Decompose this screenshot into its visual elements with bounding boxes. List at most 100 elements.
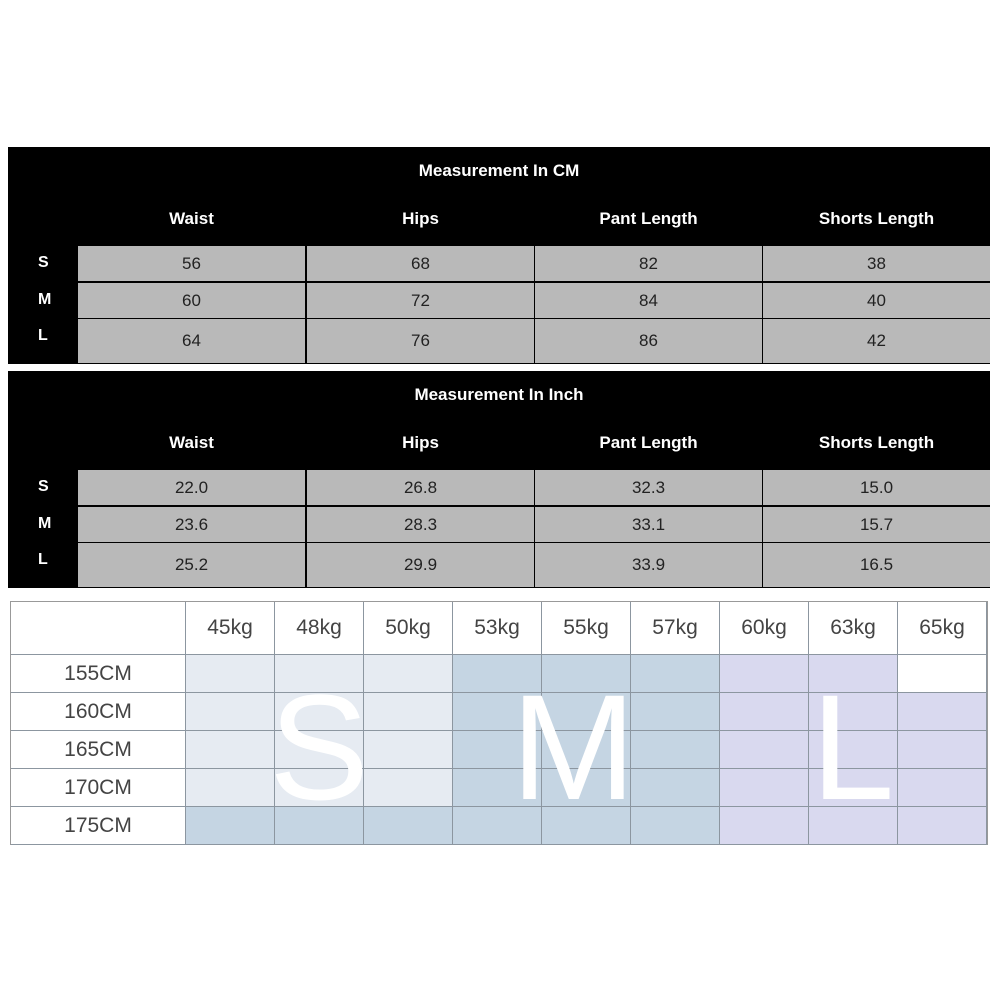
size-cell	[720, 731, 809, 769]
size-cell	[720, 769, 809, 807]
size-cell	[275, 807, 364, 845]
size-cell	[542, 807, 631, 845]
cm-measurement-table: Measurement In CM Waist Hips Pant Length Sho…	[8, 147, 990, 364]
table-title: Measurement In CM	[418, 161, 580, 180]
size-cell	[542, 731, 631, 769]
table-title: Measurement In Inch	[414, 385, 584, 404]
table-cell: 29.9	[307, 543, 534, 587]
column-header: Hips	[402, 209, 439, 228]
size-label: M	[38, 515, 52, 532]
weight-header: 57kg	[631, 602, 720, 655]
table-cell: 76	[307, 319, 534, 363]
size-cell	[186, 731, 275, 769]
size-cell	[898, 693, 987, 731]
table-cell: 86	[535, 319, 762, 363]
size-cell	[186, 769, 275, 807]
table-cell: 26.8	[307, 470, 534, 505]
size-cell	[186, 693, 275, 731]
inch-measurement-table: Measurement In Inch Waist Hips Pant Length S…	[8, 371, 990, 588]
height-label: 170CM	[11, 769, 186, 807]
table-cell: 84	[535, 283, 762, 318]
column-header: Hips	[402, 433, 439, 452]
weight-header: 45kg	[186, 602, 275, 655]
size-cell	[631, 655, 720, 693]
table-cell: 38	[763, 246, 990, 281]
size-cell	[542, 769, 631, 807]
table-cell: 56	[78, 246, 305, 281]
size-cell	[275, 731, 364, 769]
size-cell	[809, 693, 898, 731]
table-cell: 22.0	[78, 470, 305, 505]
height-label: 160CM	[11, 693, 186, 731]
size-cell	[720, 693, 809, 731]
size-cell	[364, 807, 453, 845]
size-cell	[809, 769, 898, 807]
table-cell: 72	[307, 283, 534, 318]
size-cell	[809, 655, 898, 693]
size-cell	[631, 769, 720, 807]
size-label: M	[38, 291, 52, 308]
table-cell: 64	[78, 319, 305, 363]
size-cell	[453, 769, 542, 807]
size-cell	[186, 655, 275, 693]
size-label: S	[38, 254, 49, 271]
size-cell	[631, 693, 720, 731]
size-cell	[453, 655, 542, 693]
height-label: 165CM	[11, 731, 186, 769]
size-cell	[364, 655, 453, 693]
table-cell: 33.1	[535, 507, 762, 542]
size-cell	[720, 807, 809, 845]
weight-header: 48kg	[275, 602, 364, 655]
table-cell: 25.2	[78, 543, 305, 587]
size-cell	[364, 693, 453, 731]
table-cell: 15.7	[763, 507, 990, 542]
height-label: 155CM	[11, 655, 186, 693]
size-label: S	[38, 478, 49, 495]
table-cell: 23.6	[78, 507, 305, 542]
size-cell	[453, 731, 542, 769]
size-cell	[720, 655, 809, 693]
size-cell	[631, 807, 720, 845]
size-cell	[898, 731, 987, 769]
table-cell: 16.5	[763, 543, 990, 587]
size-cell	[453, 807, 542, 845]
size-cell	[542, 655, 631, 693]
weight-header: 63kg	[809, 602, 898, 655]
weight-header: 60kg	[720, 602, 809, 655]
table-cell: 40	[763, 283, 990, 318]
size-cell	[898, 655, 987, 693]
size-cell	[809, 731, 898, 769]
column-header: Shorts Length	[818, 209, 935, 228]
table-cell: 68	[307, 246, 534, 281]
table-cell: 82	[535, 246, 762, 281]
table-cell: 42	[763, 319, 990, 363]
height-label: 175CM	[11, 807, 186, 845]
weight-header: 50kg	[364, 602, 453, 655]
height-weight-size-grid: 45kg 48kg 50kg 53kg 55kg 57kg 60kg 63kg 65kg 155C…	[10, 601, 988, 845]
size-cell	[364, 769, 453, 807]
size-cell	[542, 693, 631, 731]
table-cell: 28.3	[307, 507, 534, 542]
size-cell	[631, 731, 720, 769]
table-cell: 60	[78, 283, 305, 318]
size-cell	[275, 769, 364, 807]
weight-header: 55kg	[542, 602, 631, 655]
column-header: Shorts Length	[818, 433, 935, 452]
weight-header: 53kg	[453, 602, 542, 655]
column-header: Pant Length	[599, 209, 698, 228]
size-cell	[809, 807, 898, 845]
size-cell	[453, 693, 542, 731]
size-label: L	[38, 551, 48, 568]
size-cell	[186, 807, 275, 845]
table-cell: 32.3	[535, 470, 762, 505]
size-label: L	[38, 327, 48, 344]
size-cell	[275, 655, 364, 693]
table-cell: 33.9	[535, 543, 762, 587]
size-cell	[275, 693, 364, 731]
table-cell: 15.0	[763, 470, 990, 505]
weight-header: 65kg	[898, 602, 987, 655]
column-header: Pant Length	[599, 433, 698, 452]
column-header: Waist	[169, 209, 214, 228]
size-cell	[364, 731, 453, 769]
column-header: Waist	[169, 433, 214, 452]
